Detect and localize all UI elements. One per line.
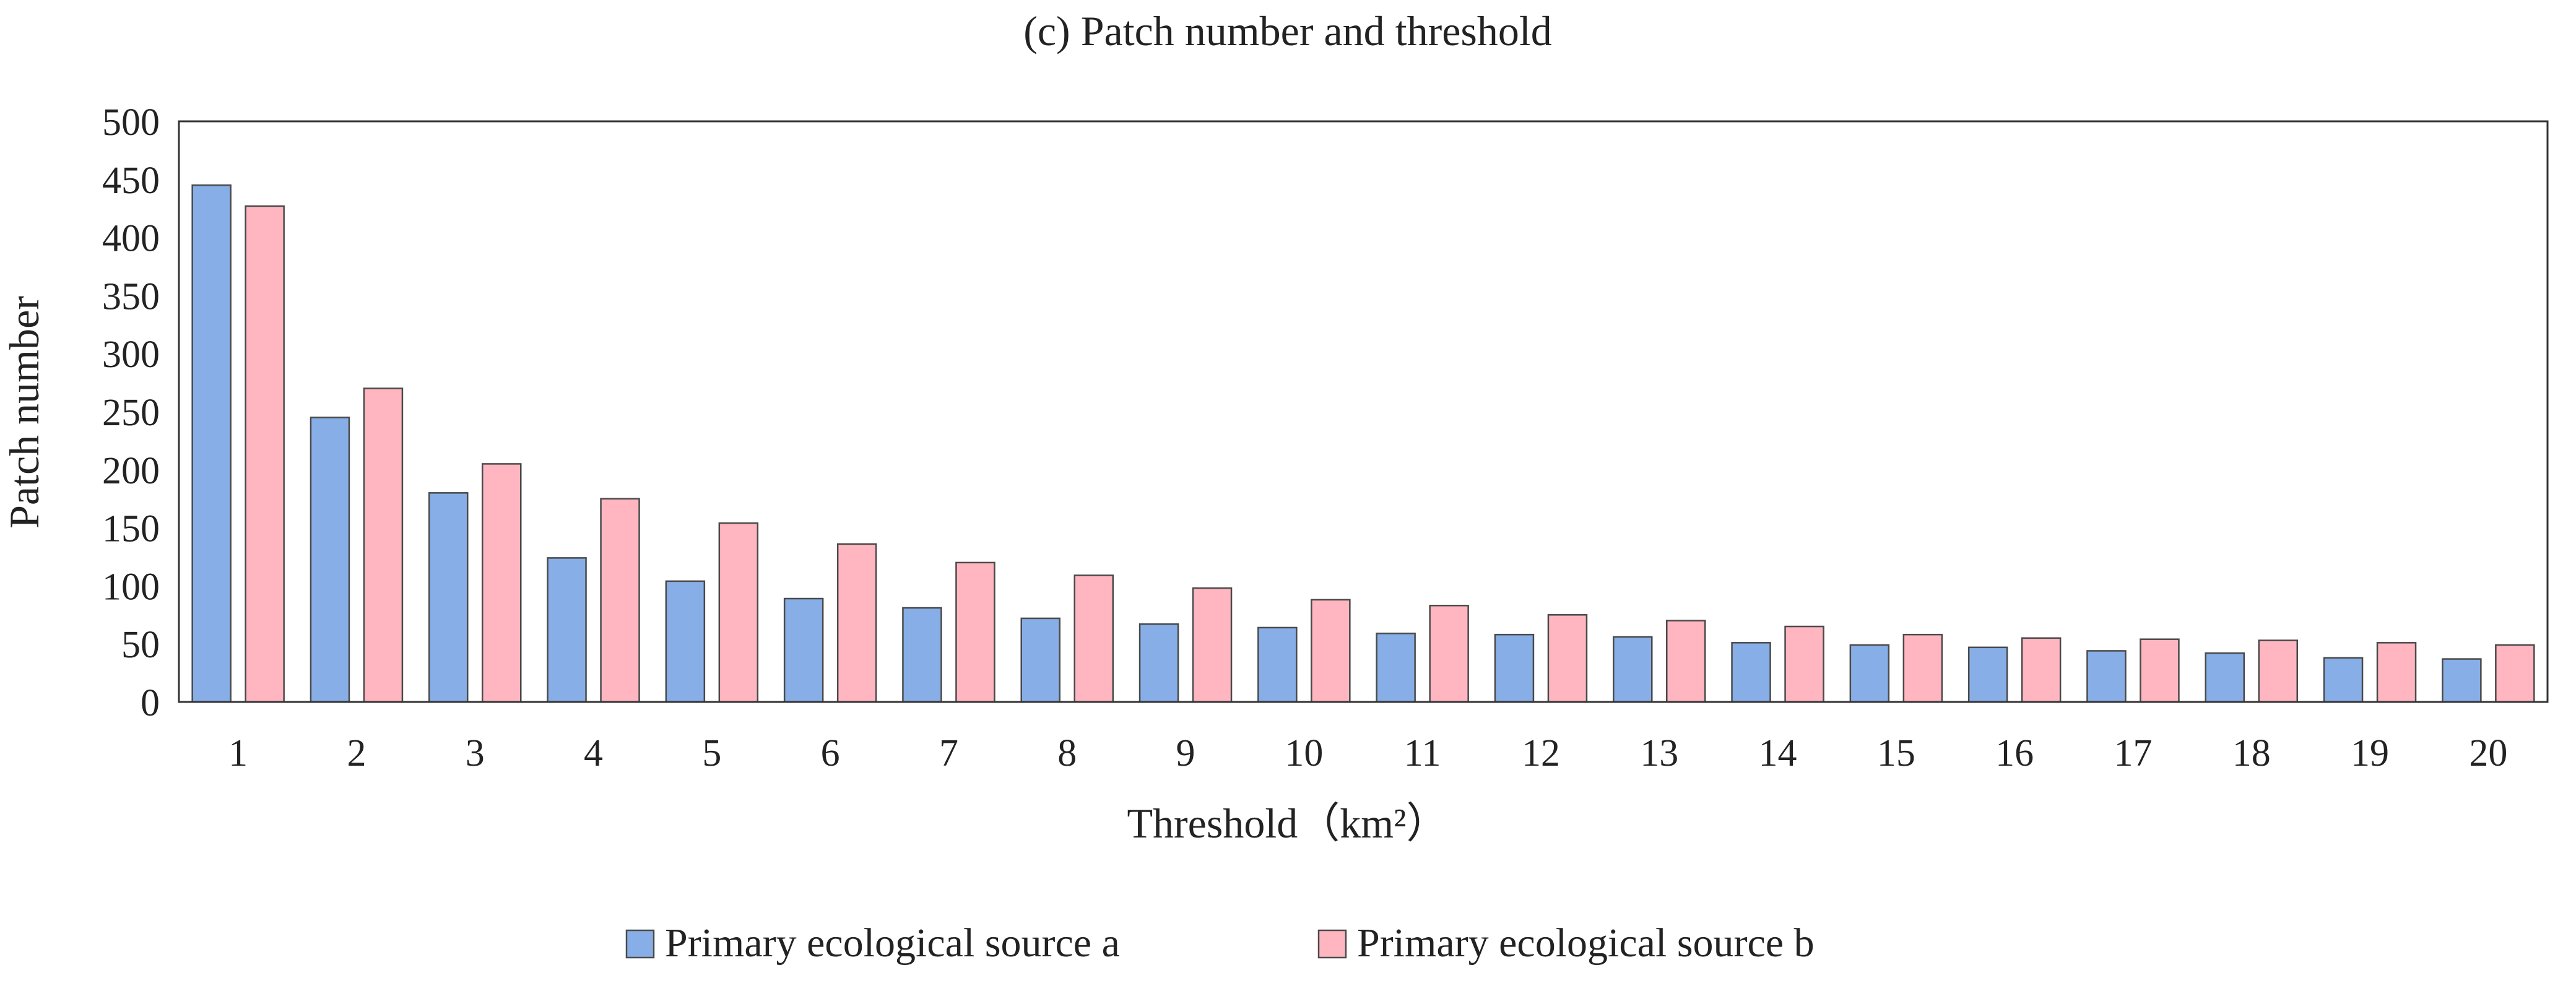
y-tick-label: 500 [102, 102, 160, 144]
y-tick-label: 250 [102, 392, 160, 434]
bar-series-a [1731, 642, 1771, 703]
bar-series-b [1666, 620, 1706, 703]
bar-series-b [2140, 638, 2180, 703]
bar-series-b [600, 498, 640, 703]
bar-series-b [836, 543, 877, 703]
x-tick-label: 8 [1057, 732, 1077, 774]
y-tick-label: 200 [102, 450, 160, 492]
y-tick-label: 300 [102, 334, 160, 376]
legend-swatch [1317, 929, 1347, 959]
bar-series-b [1902, 633, 1943, 703]
bar-series-a [428, 492, 469, 703]
bar-series-b [718, 522, 759, 703]
bar-series-b [1429, 605, 1469, 703]
x-tick-label: 3 [466, 732, 485, 774]
bar-series-b [2495, 644, 2535, 703]
x-tick-label: 5 [702, 732, 721, 774]
bar-series-b [1192, 587, 1233, 703]
y-tick-label: 0 [141, 682, 160, 724]
x-tick-label: 9 [1176, 732, 1195, 774]
bar-series-b [245, 205, 285, 703]
x-tick-label: 20 [2469, 732, 2507, 774]
bar-series-a [2086, 650, 2127, 703]
bar-series-a [2442, 658, 2482, 703]
x-tick-label: 12 [1522, 732, 1560, 774]
x-tick-label: 4 [584, 732, 603, 774]
y-tick-label: 100 [102, 566, 160, 608]
y-tick-label: 400 [102, 218, 160, 260]
x-tick-label: 7 [939, 732, 958, 774]
legend-label: Primary ecological source a [665, 920, 1120, 966]
bar-series-a [547, 557, 587, 703]
bar-series-b [1311, 599, 1351, 703]
bar-series-b [1784, 625, 1824, 703]
legend-label: Primary ecological source b [1357, 920, 1815, 966]
bar-series-b [2376, 642, 2417, 703]
bar-series-a [2323, 657, 2364, 703]
bar-series-a [1849, 644, 1890, 703]
x-tick-label: 14 [1759, 732, 1797, 774]
x-tick-label: 6 [821, 732, 840, 774]
x-tick-label: 18 [2232, 732, 2271, 774]
y-tick-label: 150 [102, 508, 160, 550]
bar-series-b [482, 463, 522, 703]
bar-series-a [783, 597, 824, 703]
bar-series-a [665, 580, 706, 703]
bar-series-b [2258, 639, 2298, 703]
y-axis-ticks: 0 50 100 150 200 250 300 350 400 450 500 [102, 102, 160, 724]
bar-series-a [1494, 633, 1535, 703]
x-axis-label: Threshold（km²） [1127, 800, 1449, 847]
bar-series-b [955, 561, 995, 703]
y-tick-label: 350 [102, 275, 160, 318]
bar-series-b [1073, 574, 1114, 703]
plot-frame [178, 120, 2549, 703]
bar-series-a [1257, 626, 1298, 703]
bar-series-a [2205, 652, 2245, 703]
x-tick-label: 11 [1404, 732, 1441, 774]
x-tick-label: 2 [347, 732, 366, 774]
x-tick-label: 10 [1285, 732, 1323, 774]
x-tick-label: 16 [1995, 732, 2034, 774]
bar-series-a [191, 184, 232, 703]
bar-series-a [1376, 633, 1416, 703]
y-tick-label: 50 [121, 624, 160, 666]
bar-series-a [1138, 623, 1179, 703]
legend: Primary ecological source a Primary ecolo… [625, 920, 1815, 966]
bar-series-a [1613, 636, 1653, 703]
bar-series-a [310, 417, 350, 703]
x-tick-label: 15 [1877, 732, 1915, 774]
legend-swatch [625, 929, 655, 959]
x-tick-label: 13 [1640, 732, 1678, 774]
x-tick-label: 17 [2114, 732, 2152, 774]
bars [191, 184, 2535, 703]
bar-series-a [1020, 617, 1060, 703]
bar-series-b [2021, 637, 2062, 703]
x-axis-ticks: 1 2 3 4 5 6 7 8 9 10 11 12 13 14 15 16 17 18 19 20 [228, 732, 2507, 774]
bar-series-a [1967, 646, 2008, 703]
chart-title: (c) Patch number and threshold [1023, 7, 1552, 54]
bar-series-b [1547, 614, 1588, 703]
x-tick-label: 1 [228, 732, 248, 774]
bar-series-a [902, 607, 942, 703]
y-tick-label: 450 [102, 160, 160, 202]
x-tick-label: 19 [2351, 732, 2389, 774]
y-axis-label: Patch number [1, 296, 48, 529]
bar-series-b [363, 387, 404, 703]
